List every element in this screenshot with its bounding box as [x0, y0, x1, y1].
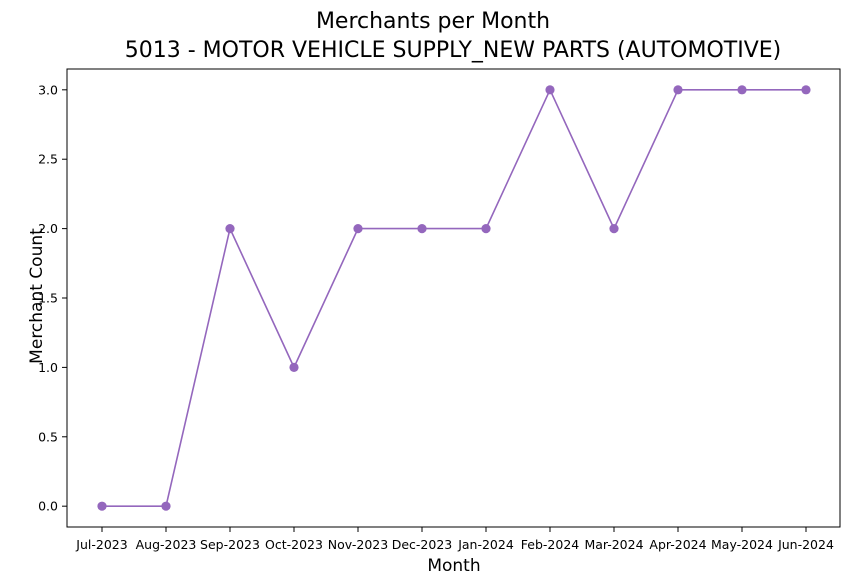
- x-tick-label-0: Jul-2023: [75, 537, 127, 552]
- y-axis-label: Merchant Count: [27, 228, 47, 364]
- x-tick-label-8: Mar-2024: [584, 537, 643, 552]
- data-point-0-8: [609, 224, 619, 234]
- x-tick-label-10: May-2024: [711, 537, 773, 552]
- data-point-0-9: [673, 85, 683, 95]
- y-tick-label-2: 1.0: [38, 360, 58, 375]
- x-tick-label-2: Sep-2023: [200, 537, 260, 552]
- data-point-0-11: [801, 85, 811, 95]
- y-tick-label-3: 1.5: [38, 291, 58, 306]
- data-point-0-10: [737, 85, 747, 95]
- x-axis-label: Month: [427, 556, 480, 576]
- data-point-0-1: [161, 501, 171, 511]
- data-point-0-7: [545, 85, 555, 95]
- data-point-0-6: [481, 224, 491, 234]
- x-tick-label-1: Aug-2023: [136, 537, 197, 552]
- y-tick-label-5: 2.5: [38, 152, 58, 167]
- data-point-0-5: [417, 224, 427, 234]
- data-point-0-2: [225, 224, 235, 234]
- data-point-0-3: [289, 362, 299, 372]
- y-tick-label-4: 2.0: [38, 221, 58, 236]
- data-point-0-0: [97, 501, 107, 511]
- x-tick-label-5: Dec-2023: [392, 537, 453, 552]
- y-tick-label-1: 0.5: [38, 429, 58, 444]
- x-tick-label-3: Oct-2023: [265, 537, 323, 552]
- x-tick-label-6: Jan-2024: [457, 537, 514, 552]
- x-tick-label-7: Feb-2024: [521, 537, 580, 552]
- x-tick-label-11: Jun-2024: [777, 537, 834, 552]
- x-tick-label-9: Apr-2024: [649, 537, 706, 552]
- data-point-0-4: [353, 224, 363, 234]
- y-tick-label-6: 3.0: [38, 82, 58, 97]
- plot-frame: [66, 68, 841, 528]
- plot-area: 0.0 0.5 1.0 1.5 2.0 2.5 3.0 Jul-2023 Aug-2023 Sep…: [38, 68, 841, 552]
- chart-title: Merchants per Month: [316, 9, 550, 34]
- y-tick-label-0: 0.0: [38, 499, 58, 514]
- chart-subtitle: 5013 - MOTOR VEHICLE SUPPLY_NEW PARTS (A…: [125, 38, 781, 63]
- series-line-0: [102, 89, 806, 507]
- x-tick-label-4: Nov-2023: [328, 537, 388, 552]
